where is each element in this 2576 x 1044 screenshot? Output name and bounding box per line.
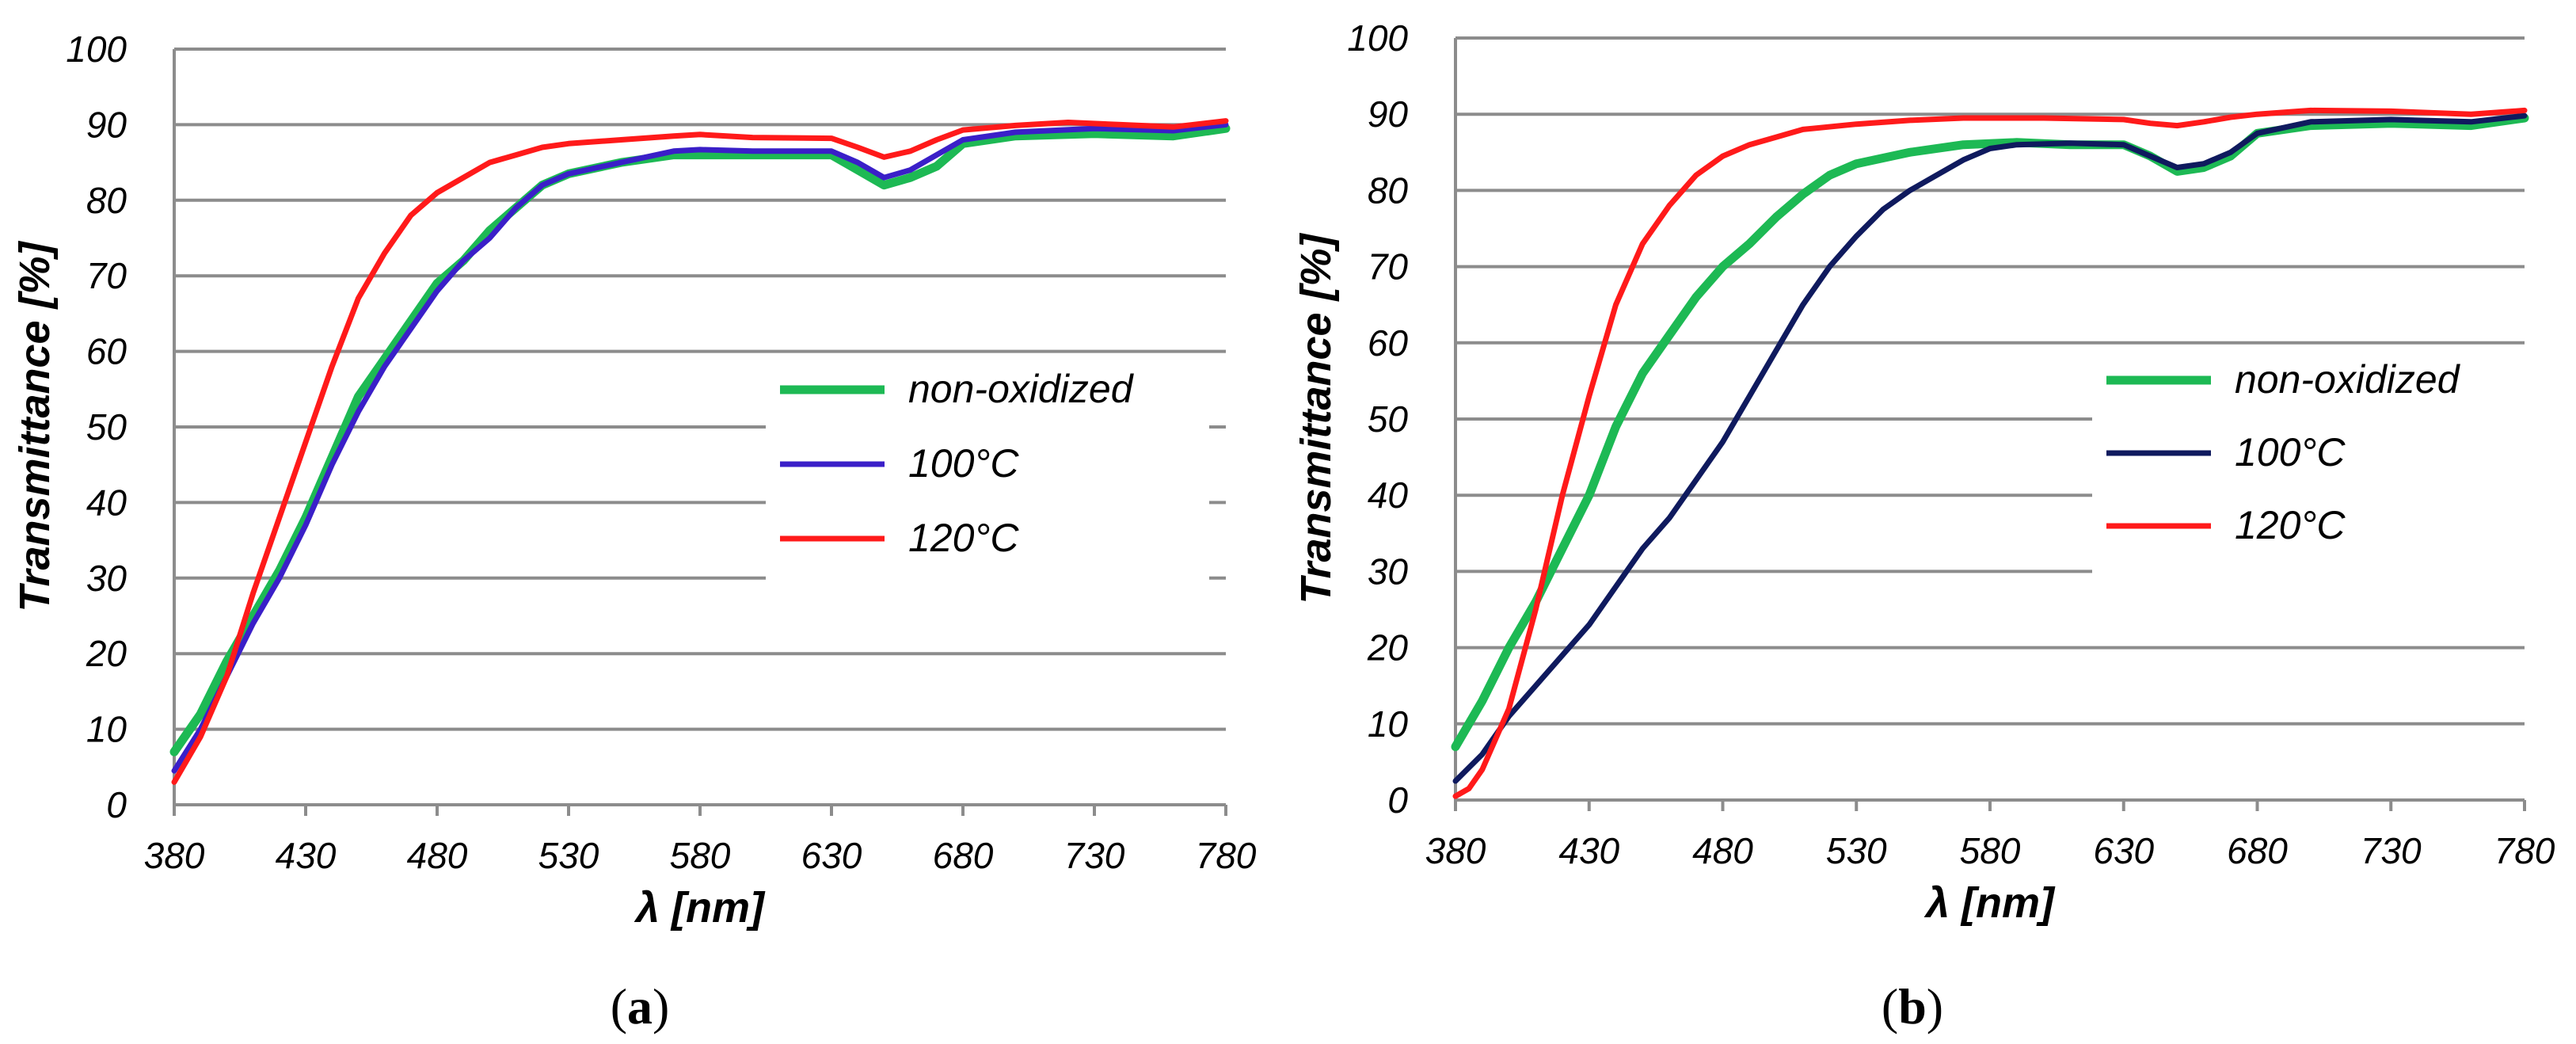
x-tick-label-a-730: 730: [1064, 835, 1125, 876]
y-tick-label-b-50: 50: [1368, 398, 1409, 440]
y-tick-label-b-70: 70: [1368, 246, 1409, 288]
x-tick-label-a-680: 680: [933, 835, 994, 876]
x-tick-label-b-580: 580: [1960, 830, 2021, 871]
series-line-a-2: [171, 118, 1229, 785]
x-tick-labels-a: 380 430 480 530 580 630 680 730 780: [144, 835, 1257, 876]
y-tick-label-a-80: 80: [86, 180, 127, 221]
series-line-b-1: [1452, 112, 2528, 784]
y-tick-label-a-20: 20: [86, 633, 127, 674]
legend-label-a-0: non-oxidized: [908, 367, 1135, 411]
y-tick-label-b-10: 10: [1368, 703, 1409, 745]
chart-panel-a: 0 10 20 30 40 50 60 70 80 90 100 380 430 480 530 580 63…: [11, 29, 1257, 1034]
x-tick-label-b-480: 480: [1692, 830, 1753, 871]
x-tick-label-b-430: 430: [1558, 830, 1619, 871]
x-tick-label-b-780: 780: [2494, 830, 2555, 871]
legend-label-a-2: 120°C: [908, 516, 1019, 560]
x-tick-label-a-530: 530: [538, 835, 599, 876]
x-tick-label-a-780: 780: [1196, 835, 1257, 876]
x-tick-labels-b: 380 430 480 530 580 630 680 730 780: [1425, 830, 2555, 871]
y-tick-label-a-30: 30: [86, 558, 127, 599]
y-tick-label-b-100: 100: [1347, 17, 1408, 59]
y-tick-label-b-30: 30: [1368, 551, 1409, 592]
legend-label-b-2: 120°C: [2235, 503, 2346, 547]
series-line-b-2: [1452, 107, 2528, 799]
y-tick-label-a-50: 50: [86, 406, 127, 448]
y-axis-title-b: Transmittance [%]: [1292, 232, 1340, 604]
y-tick-label-a-70: 70: [86, 255, 127, 296]
legend-label-b-0: non-oxidized: [2235, 357, 2461, 402]
y-tick-label-b-0: 0: [1387, 779, 1408, 821]
y-tick-label-b-40: 40: [1368, 474, 1409, 516]
series-group-b: [1451, 107, 2529, 799]
y-tick-label-a-10: 10: [86, 709, 127, 750]
x-axis-title-b: λ [nm]: [1923, 879, 2056, 927]
x-tick-label-a-380: 380: [144, 835, 205, 876]
y-tick-label-a-100: 100: [66, 29, 127, 70]
legend-background-a: [766, 356, 1209, 596]
y-tick-label-b-80: 80: [1368, 170, 1409, 211]
legend-b: non-oxidized 100°C 120°C: [2092, 347, 2536, 581]
panel-label-b: (b): [1882, 978, 1943, 1034]
y-tick-label-a-0: 0: [106, 784, 127, 825]
y-tick-label-a-60: 60: [86, 331, 127, 372]
legend-label-b-1: 100°C: [2235, 430, 2346, 474]
y-tick-label-b-90: 90: [1368, 93, 1409, 135]
series-line-a-1: [171, 121, 1229, 774]
x-tick-label-b-630: 630: [2093, 830, 2154, 871]
y-tick-label-b-20: 20: [1367, 627, 1409, 669]
legend-a: non-oxidized 100°C 120°C: [766, 356, 1209, 596]
panel-label-a: (a): [611, 978, 670, 1034]
x-axis-title-a: λ [nm]: [634, 884, 766, 932]
legend-label-a-1: 100°C: [908, 441, 1019, 486]
x-tick-label-b-680: 680: [2227, 830, 2288, 871]
x-tick-label-b-730: 730: [2361, 830, 2422, 871]
grid-b: [1454, 36, 2526, 811]
legend-background-b: [2092, 347, 2536, 581]
x-tick-label-b-530: 530: [1826, 830, 1887, 871]
y-tick-label-a-40: 40: [86, 482, 127, 523]
y-tick-labels-a: 0 10 20 30 40 50 60 70 80 90 100: [66, 29, 127, 825]
y-tick-label-b-60: 60: [1368, 322, 1409, 364]
x-tick-label-a-580: 580: [670, 835, 731, 876]
x-tick-label-b-380: 380: [1425, 830, 1486, 871]
x-tick-label-a-480: 480: [407, 835, 468, 876]
y-axis-title-a: Transmittance [%]: [11, 240, 59, 612]
x-tick-label-a-630: 630: [801, 835, 862, 876]
x-tick-label-a-430: 430: [276, 835, 337, 876]
series-group-a: [169, 118, 1231, 785]
chart-panel-b: 0 10 20 30 40 50 60 70 80 90 100 380 430 480 530 580 63…: [1292, 17, 2555, 1034]
grid-a: [173, 48, 1227, 816]
y-tick-label-a-90: 90: [86, 104, 127, 145]
y-tick-labels-b: 0 10 20 30 40 50 60 70 80 90 100: [1347, 17, 1408, 821]
